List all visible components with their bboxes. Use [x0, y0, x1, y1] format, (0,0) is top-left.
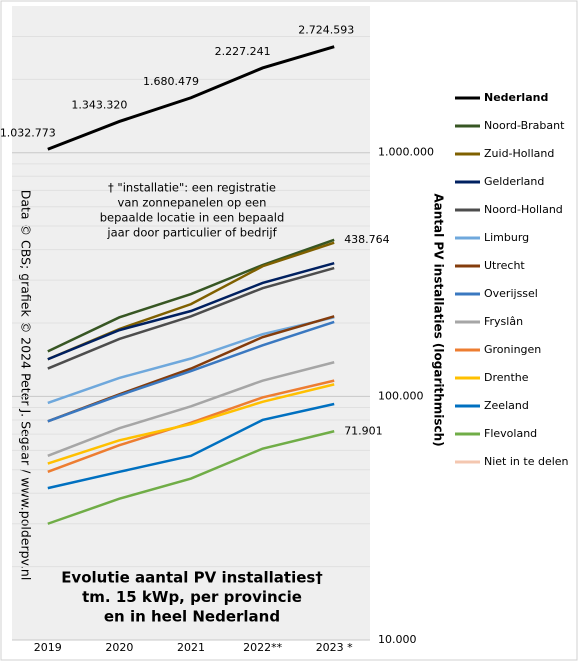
- chart-title: tm. 15 kWp, per provincie: [82, 588, 302, 606]
- note: bepaalde locatie in een bepaald: [100, 211, 285, 225]
- legend-label: Gelderland: [484, 175, 544, 188]
- note: jaar door particulier of bedrijf: [106, 226, 277, 240]
- note: van zonnepanelen op een: [118, 196, 267, 210]
- value-label: 1.680.479: [143, 75, 199, 88]
- series-line: [47, 383, 335, 465]
- x-tick-label: 2020: [105, 641, 133, 654]
- value-label: 71.901: [344, 424, 383, 437]
- legend-label: Flevoland: [484, 427, 537, 440]
- value-label: 1.032.773: [0, 126, 56, 139]
- x-tick-label: 2022**: [243, 641, 282, 654]
- x-tick-label: 2021: [177, 641, 205, 654]
- legend-label: Utrecht: [484, 259, 525, 272]
- value-label: 438.764: [344, 233, 390, 246]
- series-line: [47, 430, 335, 525]
- y-tick-label: 1.000.000: [378, 146, 434, 159]
- legend-label: Drenthe: [484, 371, 529, 384]
- legend-label: Fryslân: [484, 315, 523, 328]
- series-line: [47, 379, 335, 474]
- value-label: 2.724.593: [298, 24, 354, 37]
- legend-label: Zuid-Holland: [484, 147, 554, 160]
- series-line: [47, 402, 335, 490]
- legend-label: Groningen: [484, 343, 541, 356]
- y-tick-label: 10.000: [378, 633, 417, 646]
- y-tick-label: 100.000: [378, 389, 424, 402]
- x-tick-label: 2023 *: [316, 641, 353, 654]
- series-line: [47, 238, 335, 353]
- legend-label: Niet in te delen: [484, 455, 569, 468]
- legend-label: Noord-Brabant: [484, 119, 565, 132]
- note: † "installatie": een registratie: [108, 181, 276, 195]
- legend-label: Noord-Holland: [484, 203, 563, 216]
- value-label: 2.227.241: [215, 45, 271, 58]
- x-tick-label: 2019: [34, 641, 62, 654]
- credit: Data © CBS; grafiek © 2024 Peter J. Sega…: [19, 190, 34, 581]
- legend-label: Overijssel: [484, 287, 538, 300]
- series-line: [47, 266, 335, 370]
- series-line: [47, 316, 335, 405]
- series-line: [47, 361, 335, 457]
- series-line: [47, 45, 335, 151]
- value-label: 1.343.320: [71, 98, 127, 111]
- chart-title: en in heel Nederland: [104, 608, 280, 626]
- legend-label: Limburg: [484, 231, 529, 244]
- y-axis-label: Aantal PV installaties (logarithmisch): [432, 193, 446, 446]
- series-line: [47, 320, 335, 423]
- legend-label: Nederland: [484, 91, 548, 104]
- legend-label: Zeeland: [484, 399, 529, 412]
- series-line: [47, 261, 335, 361]
- chart-title: Evolutie aantal PV installaties†: [61, 569, 323, 587]
